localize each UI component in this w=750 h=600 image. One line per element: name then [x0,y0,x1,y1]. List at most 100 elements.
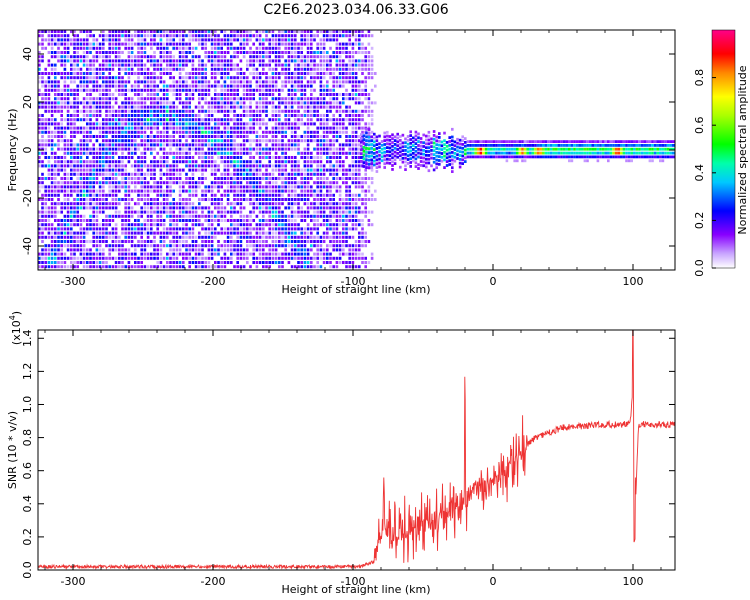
heatmap-cell [143,38,147,42]
heatmap-cell [252,122,255,126]
heatmap-cell [169,172,172,176]
heatmap-cell [54,168,57,172]
heatmap-cell [226,235,230,239]
heatmap-cell [105,93,108,96]
heatmap-cell [351,80,355,84]
heatmap-cell [82,172,86,176]
heatmap-cell [50,114,54,117]
heatmap-cell [217,177,220,180]
heatmap-cell [41,147,44,151]
heatmap-cell [348,252,351,256]
heatmap-cell [348,93,351,96]
heatmap-cell [217,147,220,151]
heatmap-cell [66,177,70,180]
heatmap-cell [127,80,131,84]
heatmap-cell [226,101,230,105]
heatmap-cell [329,214,332,218]
heatmap-cell [102,231,105,235]
heatmap-cell [268,256,271,260]
heatmap-cell [284,151,287,155]
heatmap-cell [278,185,281,189]
heatmap-cell [217,143,220,147]
heatmap-cell [271,143,275,147]
heatmap-cell [236,265,239,269]
heatmap-cell [102,84,105,88]
heatmap-cell [38,118,41,122]
heatmap-cell [230,80,233,84]
heatmap-cell [335,181,339,185]
heatmap-cell [310,46,313,50]
heatmap-cell [73,231,76,235]
heatmap-cell [194,151,198,155]
heatmap-cell [143,118,147,122]
heatmap-cell [329,93,332,96]
heatmap-cell [249,55,252,59]
heatmap-cell [354,227,358,231]
heatmap-cell [150,97,153,101]
heatmap-cell [358,219,361,222]
heatmap-cell [204,193,207,197]
heatmap-cell [82,240,86,243]
heatmap-cell [92,84,95,88]
heatmap-cell [246,147,249,151]
heatmap-cell [41,114,44,117]
heatmap-cell [230,101,233,105]
heatmap-cell [121,30,124,33]
heatmap-cell [287,76,291,80]
heatmap-cell [156,139,159,143]
heatmap-cell [198,72,201,75]
heatmap-cell [297,252,300,256]
heatmap-cell [274,235,278,239]
heatmap-cell [281,223,284,227]
heatmap-cell [265,261,268,264]
heatmap-cell [188,164,191,168]
heatmap-cell [137,46,140,50]
heatmap-cell [169,51,172,54]
heatmap-cell [310,97,313,101]
heatmap-cell [210,214,214,218]
heatmap-cell [50,248,54,252]
heatmap-cell [54,210,57,214]
heatmap-cell [290,30,294,33]
heatmap-cell [265,235,268,239]
heatmap-cell [319,256,323,260]
heatmap-cell [159,76,163,80]
heatmap-cell [201,214,204,218]
heatmap-cell [284,63,287,67]
heatmap-cell [300,198,303,201]
heatmap-cell [50,55,54,59]
heatmap-cell [108,109,111,113]
heatmap-cell [210,135,214,138]
heatmap-cell [127,248,131,252]
heatmap-cell [60,256,63,260]
heatmap-cell [178,160,182,164]
heatmap-cell [140,55,143,59]
heatmap-cell [50,172,54,176]
heatmap-cell [172,42,175,46]
heatmap-cell [118,265,121,269]
heatmap-cell [63,139,67,143]
heatmap-cell [201,59,204,63]
heatmap-cell [319,80,323,84]
heatmap-cell [98,227,102,231]
heatmap-cell [127,126,131,130]
heatmap-cell [54,177,57,180]
heatmap-cell [137,118,140,122]
heatmap-cell [134,84,137,88]
heatmap-cell [242,38,246,42]
heatmap-cell [246,181,249,185]
heatmap-cell [236,38,239,42]
heatmap-cell [162,34,166,38]
heatmap-cell [233,143,236,147]
heatmap-cell [287,252,291,256]
heatmap-cell [204,122,207,126]
heatmap-cell [89,118,92,122]
heatmap-cell [54,193,57,197]
heatmap-cell [118,55,121,59]
heatmap-cell [198,97,201,101]
heatmap-cell [239,97,243,101]
heatmap-cell [332,193,335,197]
heatmap-cell [60,223,63,227]
heatmap-cell [63,97,67,101]
heatmap-cell [249,109,252,113]
